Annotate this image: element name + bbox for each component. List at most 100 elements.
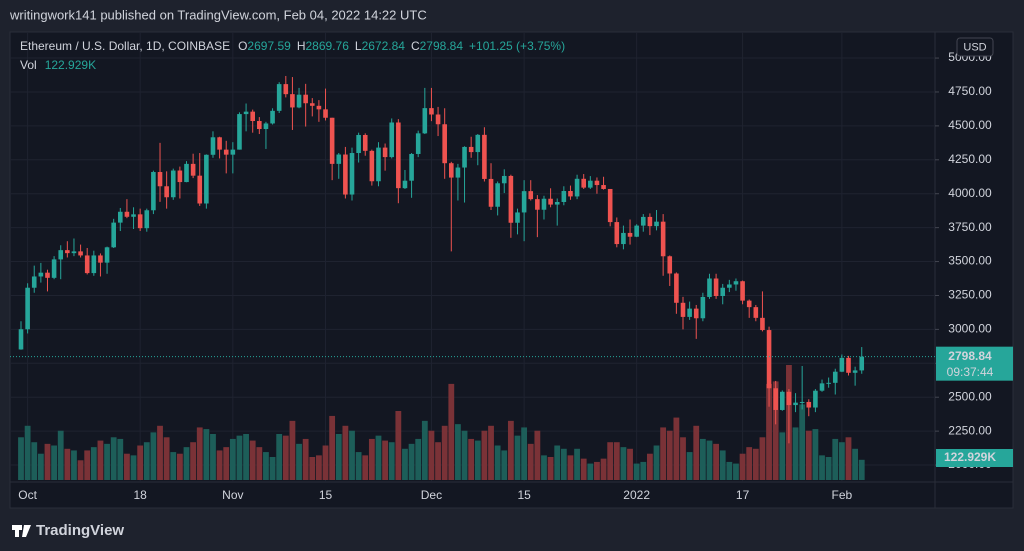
candle-body (449, 163, 454, 178)
currency-box[interactable] (956, 37, 994, 57)
candle-body (806, 401, 812, 408)
candle-body (515, 212, 520, 223)
candle-body (177, 170, 183, 183)
last-price-label: 2798.84 (948, 349, 992, 363)
volume-bar (329, 415, 336, 480)
candle-body (336, 154, 342, 164)
candle-body (535, 199, 540, 210)
logo-shape (22, 525, 31, 537)
volume-bar (375, 435, 382, 480)
open-value: 2697.59 (247, 39, 291, 53)
candle-body (104, 247, 110, 263)
candle-body (402, 180, 408, 189)
volume-bar (600, 458, 607, 480)
volume-bar (474, 440, 481, 480)
candle-body (548, 198, 553, 205)
candle-body (223, 149, 229, 155)
volume-bar (289, 420, 296, 480)
volume-bar (488, 425, 494, 480)
candle-body (429, 108, 434, 115)
candle-body (713, 278, 719, 297)
candle-body (819, 383, 825, 391)
candle-body (184, 163, 189, 183)
candle-body (283, 84, 289, 95)
candle-body (263, 123, 269, 130)
symbol-title: Ethereum / U.S. Dollar, 1D, COINBASE (20, 39, 230, 53)
candle-body (501, 175, 507, 184)
open-letter: O (238, 39, 247, 53)
volume-bar (150, 432, 157, 480)
volume-bar (746, 447, 753, 480)
candle-body (31, 276, 37, 288)
volume-bar (210, 434, 216, 480)
volume-bar (421, 420, 428, 480)
volume-bar (640, 461, 647, 480)
volume-bar (104, 443, 110, 480)
candle-body (190, 163, 196, 176)
volume-bar (587, 463, 594, 480)
candle-body (84, 255, 90, 274)
volume-bar (435, 442, 441, 480)
candle-body (250, 111, 255, 122)
candle-body (309, 103, 315, 106)
volume-bar (527, 443, 534, 480)
candle-body (362, 134, 368, 151)
x-tick-label: 18 (133, 488, 147, 502)
volume-bar (309, 457, 316, 480)
volume-bar (481, 430, 488, 480)
candle-body (137, 214, 143, 229)
candle-body (654, 221, 659, 227)
volume-bar (37, 453, 44, 480)
candles (18, 75, 865, 444)
x-tick-label: 15 (319, 488, 333, 502)
volume-bar (269, 457, 276, 480)
volume-bar (110, 437, 117, 480)
volume-bar (316, 455, 322, 480)
volume-bar (779, 432, 786, 480)
candle-body (349, 153, 355, 195)
candle-body (568, 191, 573, 197)
candle-body (813, 390, 818, 408)
volume-bar (24, 425, 31, 480)
volume-bar (680, 437, 686, 480)
candle-body (422, 108, 428, 134)
candle-body (131, 214, 136, 217)
volume-value: 122.929K (45, 58, 96, 72)
close-value: 2798.84 (420, 39, 464, 53)
volume-bar (660, 427, 667, 480)
candle-body (144, 210, 150, 229)
volume-bar (176, 453, 183, 480)
volume-bar (706, 440, 713, 480)
volume-bar (852, 448, 859, 480)
volume-bar (170, 452, 177, 480)
high-letter: H (297, 39, 306, 53)
volume-bar (362, 455, 369, 480)
candle-body (766, 330, 772, 389)
x-tick-label: 17 (736, 488, 750, 502)
volume-bar (296, 443, 302, 480)
volume-bar (560, 448, 567, 480)
y-tick-label: 2500.00 (948, 389, 992, 403)
volume-bar (832, 438, 839, 480)
x-tick-label: Nov (222, 488, 243, 502)
candle-body (18, 329, 24, 350)
candle-body (78, 251, 83, 256)
candle-body (382, 147, 388, 158)
volume-bar (216, 450, 223, 480)
volume-bar (514, 435, 521, 480)
candle-body (733, 281, 739, 285)
volume-bar (84, 450, 91, 480)
volume-bar (117, 438, 124, 480)
volume-bar (719, 450, 726, 480)
volume-bar (819, 455, 825, 480)
candle-body (415, 133, 421, 154)
candle-body (720, 287, 726, 297)
candle-body (217, 137, 222, 150)
volume-bar (77, 460, 84, 480)
candle-body (780, 391, 785, 410)
volume-bar (44, 443, 51, 480)
volume-bar (196, 427, 203, 480)
candle-body (290, 94, 295, 108)
candle-body (846, 357, 851, 373)
